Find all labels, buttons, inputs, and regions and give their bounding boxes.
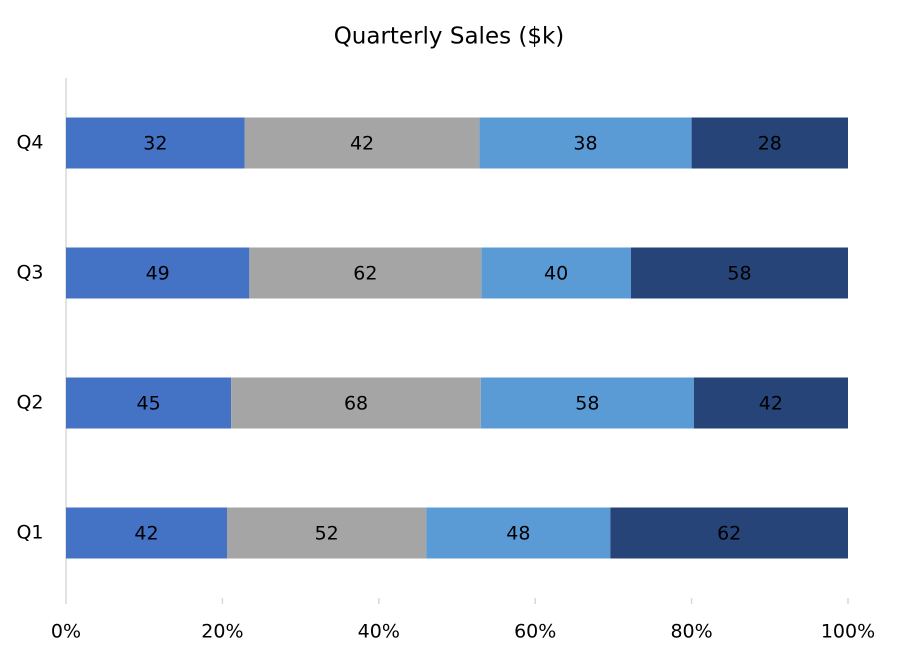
bar-segment — [481, 247, 631, 299]
data-label: 49 — [146, 263, 170, 285]
bar-segment — [610, 507, 848, 559]
bar-segment — [691, 117, 848, 169]
data-label: 58 — [727, 263, 751, 285]
y-tick-label: Q3 — [16, 262, 43, 284]
data-label: 62 — [717, 523, 741, 545]
data-label: 52 — [315, 523, 339, 545]
x-tick-label: 60% — [514, 621, 556, 643]
x-tick-label: 80% — [670, 621, 712, 643]
y-tick-label: Q2 — [16, 392, 43, 414]
x-tick-label: 20% — [201, 621, 243, 643]
data-label: 38 — [573, 133, 597, 155]
y-tick-label: Q4 — [16, 132, 43, 154]
bar-segment — [66, 247, 250, 299]
bar-segment — [231, 377, 481, 429]
chart-title: Quarterly Sales ($k) — [334, 24, 565, 50]
data-label: 42 — [759, 393, 783, 415]
data-label: 45 — [137, 393, 161, 415]
data-label: 48 — [506, 523, 530, 545]
x-tick-label: 100% — [821, 621, 875, 643]
x-tick-label: 40% — [358, 621, 400, 643]
bar-segment — [227, 507, 427, 559]
data-label: 32 — [143, 133, 167, 155]
bar-segment — [66, 377, 232, 429]
data-label: 42 — [134, 523, 158, 545]
data-label: 40 — [544, 263, 568, 285]
data-label: 58 — [575, 393, 599, 415]
y-tick-label: Q1 — [16, 522, 43, 544]
bar-segment — [426, 507, 611, 559]
bar-segment — [479, 117, 692, 169]
bar-segment — [66, 117, 245, 169]
data-label: 28 — [758, 133, 782, 155]
data-label: 68 — [344, 393, 368, 415]
bar-segment — [480, 377, 694, 429]
x-tick-label: 0% — [51, 621, 81, 643]
data-label: 42 — [350, 133, 374, 155]
bar-segment — [630, 247, 848, 299]
data-label: 62 — [353, 263, 377, 285]
bar-segment — [693, 377, 848, 429]
bar-segment — [249, 247, 482, 299]
bar-segment — [244, 117, 480, 169]
bar-segment — [66, 507, 227, 559]
